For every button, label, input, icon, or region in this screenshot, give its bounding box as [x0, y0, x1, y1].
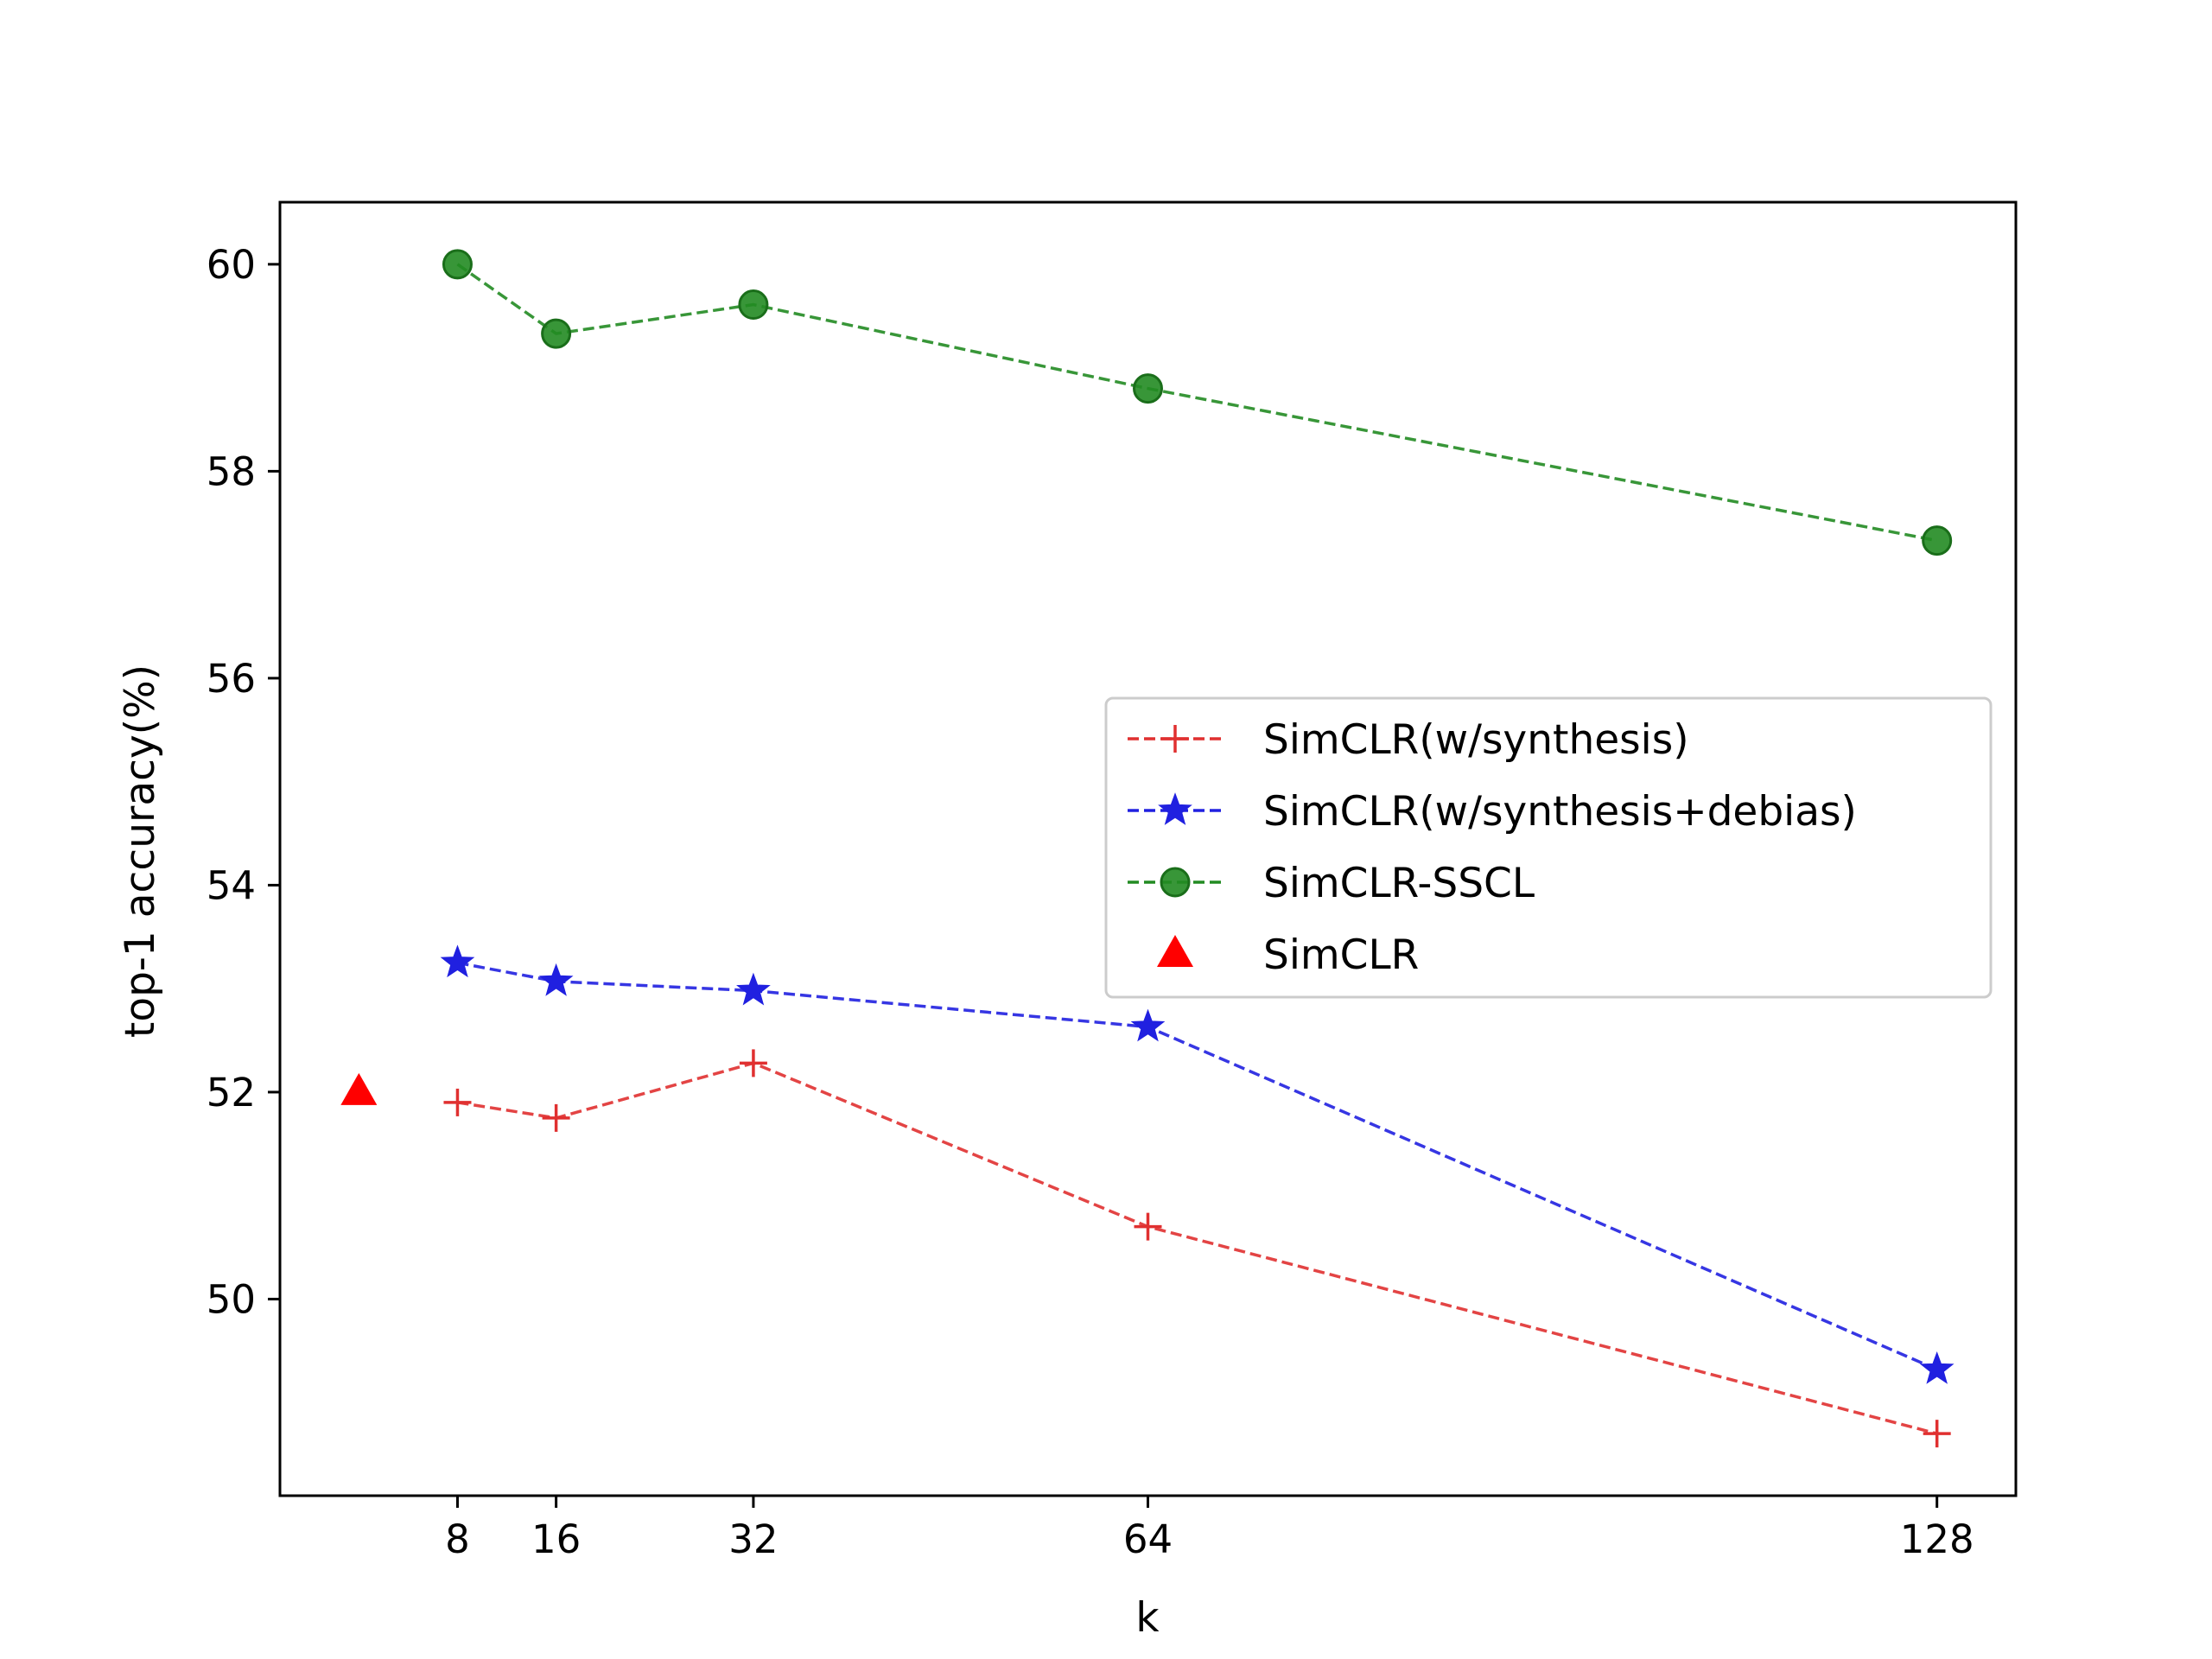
series-1-point: [1134, 1212, 1162, 1241]
legend-label: SimCLR-SSCL: [1263, 860, 1535, 907]
series-2-point: [736, 972, 771, 1006]
series-1-point: [542, 1103, 570, 1132]
series-1-point: [1923, 1420, 1951, 1448]
x-tick-label: 32: [728, 1516, 778, 1562]
series-1-point: [443, 1088, 472, 1116]
legend: SimCLR(w/synthesis) SimCLR(w/synthesis+de…: [1104, 696, 1993, 999]
series-2-point: [538, 963, 574, 996]
legend-marker: [1161, 725, 1189, 753]
legend-marker: [1157, 935, 1193, 967]
y-tick-label: 52: [207, 1070, 256, 1116]
legend-label: SimCLR: [1263, 931, 1419, 979]
series-3-point: [541, 318, 572, 349]
y-tick-label: 50: [207, 1276, 256, 1322]
x-tick-label: 128: [1900, 1516, 1974, 1562]
series-3-point: [442, 249, 473, 280]
series-1-point: [739, 1049, 767, 1077]
series-line-1: [457, 1061, 1938, 1435]
marker-layer: [340, 249, 1955, 1448]
series-2-point: [1919, 1351, 1955, 1384]
y-tick-label: 60: [207, 242, 256, 288]
legend-marker: [1160, 867, 1191, 898]
series-line-2: [457, 961, 1938, 1371]
series-2-point: [1130, 1008, 1166, 1042]
legend-label: SimCLR(w/synthesis+debias): [1263, 788, 1857, 836]
legend-frame: [1104, 696, 1993, 999]
x-axis-ticks: 8 16 32 64 128: [445, 1496, 1974, 1562]
series-line-3: [456, 263, 1938, 543]
series-3-point: [1922, 525, 1953, 556]
y-tick-label: 58: [207, 448, 256, 494]
series-2-point: [440, 944, 475, 978]
baseline-point: [340, 1072, 378, 1105]
x-tick-label: 64: [1123, 1516, 1173, 1562]
series-3-point: [1133, 373, 1163, 404]
x-tick-label: 16: [531, 1516, 581, 1562]
legend-marker: [1158, 792, 1192, 825]
y-tick-label: 56: [207, 656, 256, 702]
legend-items: SimCLR(w/synthesis) SimCLR(w/synthesis+de…: [1128, 716, 1857, 979]
legend-label: SimCLR(w/synthesis): [1263, 716, 1689, 764]
y-tick-label: 54: [207, 862, 256, 908]
x-axis-label: k: [1135, 1594, 1160, 1642]
series-3-point: [738, 289, 769, 321]
y-axis-ticks: 50 52 54 56 58 60: [207, 242, 280, 1322]
y-axis-label: top-1 accuracy(%): [117, 664, 164, 1038]
x-tick-label: 8: [445, 1516, 470, 1562]
